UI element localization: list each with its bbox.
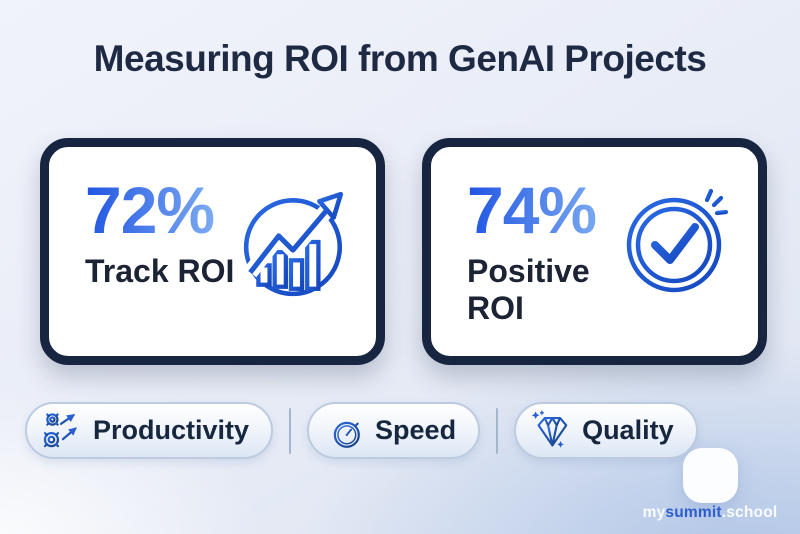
pill-label: Productivity	[93, 415, 250, 445]
stat-card-track-roi: 72% Track ROI	[40, 138, 385, 365]
stat-card-positive-roi: 74% Positive ROI	[422, 138, 767, 365]
divider	[496, 407, 499, 454]
pill-productivity: Productivity	[25, 402, 274, 459]
pill-label: Quality	[582, 415, 674, 445]
divider	[289, 407, 292, 454]
brand-logo-icon	[682, 448, 738, 503]
stat-value: 74%	[467, 177, 622, 243]
brand-text: mysummit.school	[624, 504, 796, 522]
pill-label: Speed	[375, 415, 457, 445]
brand-suffix: .school	[721, 504, 778, 521]
pill-speed: Speed	[307, 402, 481, 459]
stat-value: 72%	[85, 177, 234, 243]
brand-name: summit	[665, 504, 722, 521]
stat-label: Positive ROI	[467, 253, 590, 326]
diamond-icon	[531, 410, 568, 448]
brand-mark: mysummit.school	[624, 448, 796, 522]
check-circle-icon	[626, 188, 729, 293]
pill-quality: Quality	[514, 402, 698, 459]
gears-arrows-icon	[41, 410, 77, 450]
growth-chart-icon	[243, 191, 344, 297]
stat-text-block: 72% Track ROI	[85, 177, 234, 290]
page-title: Measuring ROI from GenAI Projects	[93, 38, 707, 79]
stat-label: Track ROI	[85, 253, 235, 289]
stopwatch-icon	[321, 417, 360, 448]
stat-text-block: 74% Positive ROI	[467, 177, 622, 327]
brand-prefix: my	[642, 504, 666, 521]
stat-cards-row: 72% Track ROI	[40, 138, 767, 365]
benefits-row: Productivity	[25, 402, 698, 459]
